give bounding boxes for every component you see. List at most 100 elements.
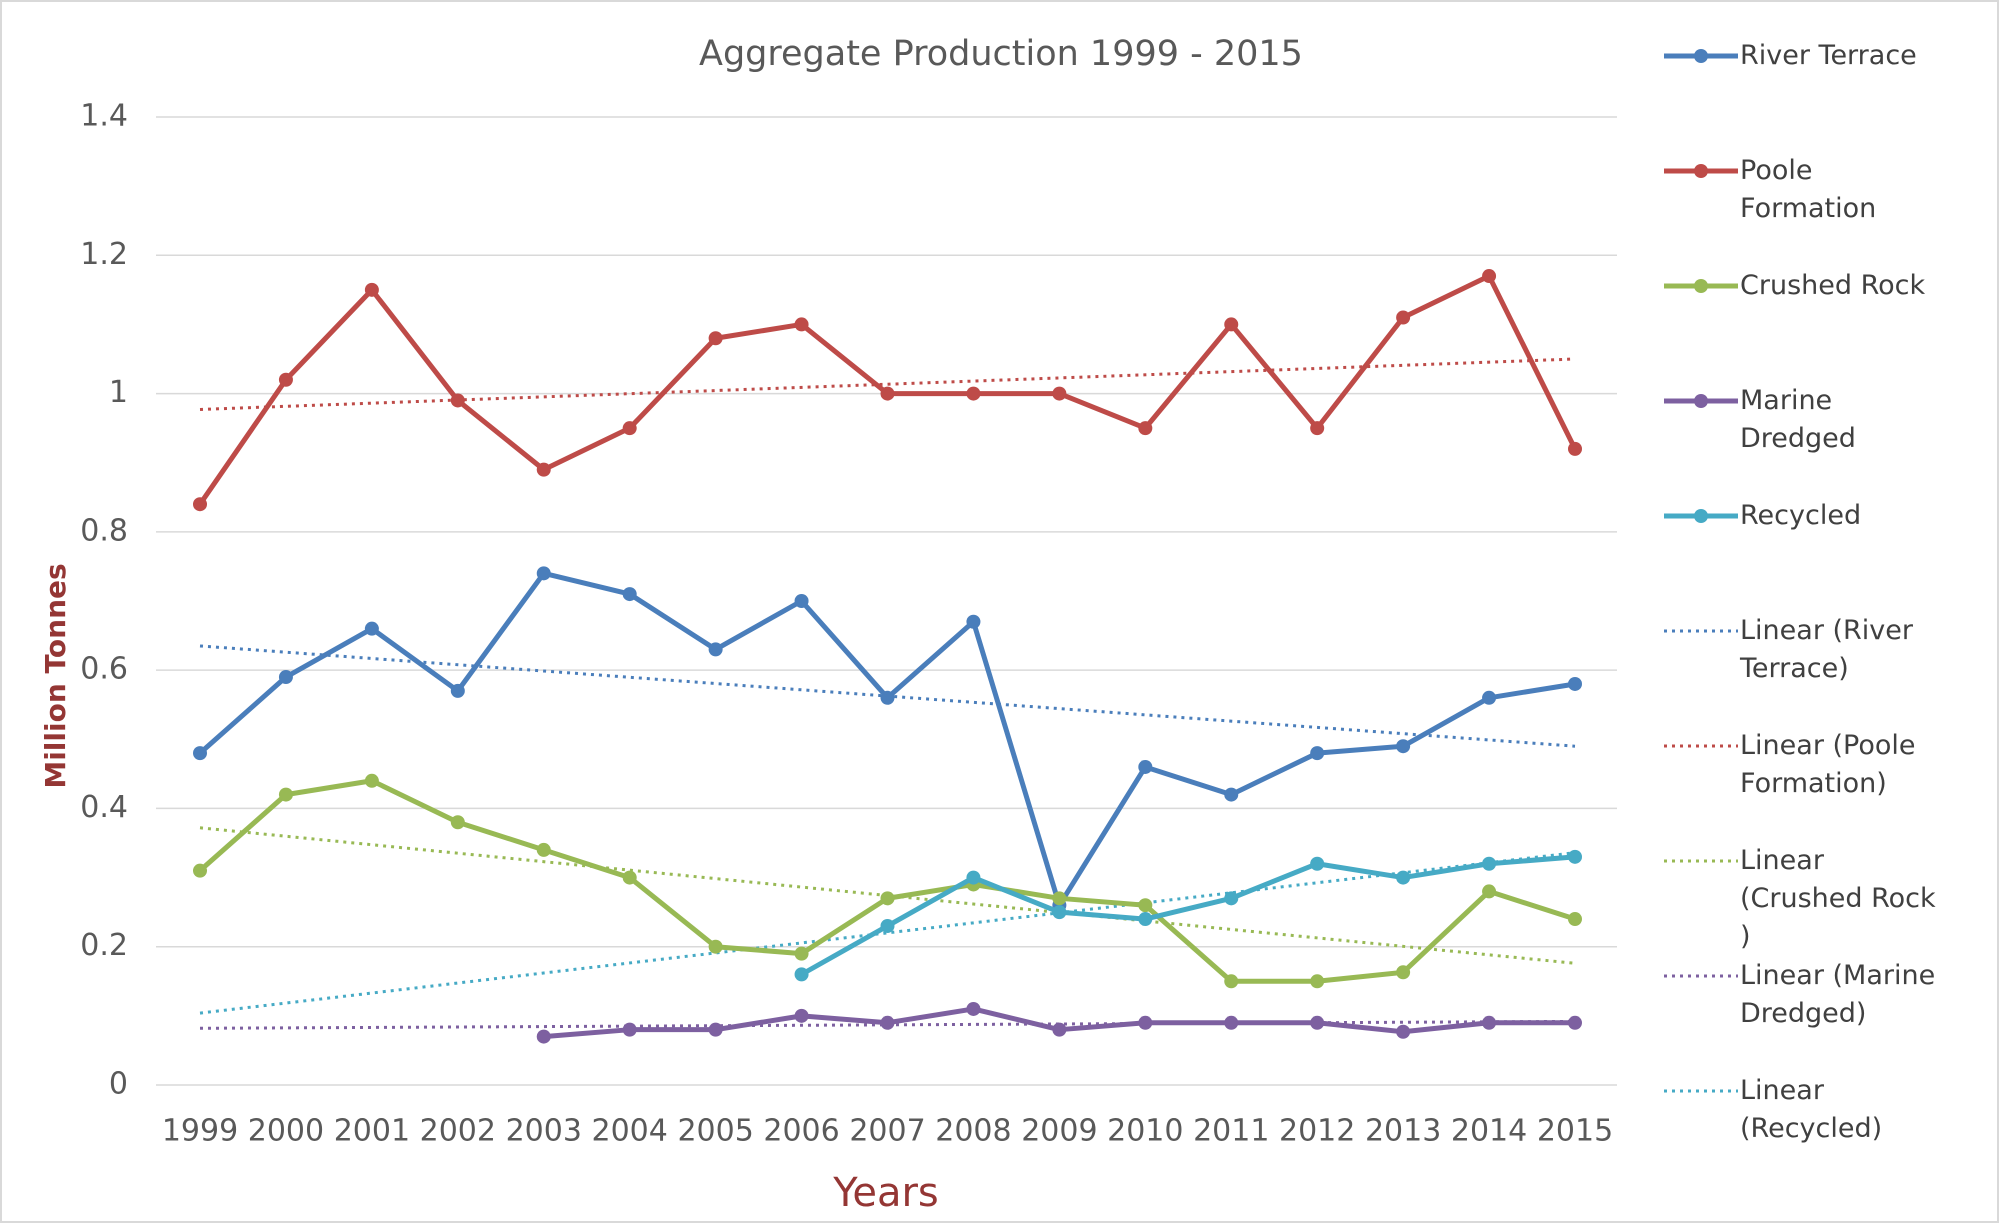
data-point xyxy=(536,462,551,477)
chart-title: Aggregate Production 1999 - 2015 xyxy=(699,34,1303,74)
data-point xyxy=(1138,759,1153,774)
data-point xyxy=(622,587,637,602)
data-point xyxy=(450,683,465,698)
data-point xyxy=(794,1008,809,1023)
data-point xyxy=(880,386,895,401)
legend-label: Crushed Rock xyxy=(1740,270,1926,301)
y-tick-label: 0.4 xyxy=(80,790,128,825)
x-tick-label: 2012 xyxy=(1279,1114,1355,1149)
x-tick-label: 2002 xyxy=(420,1114,496,1149)
legend-label: Marine Dredged xyxy=(1740,385,1856,454)
trendline xyxy=(199,357,1576,411)
data-point xyxy=(1568,912,1582,927)
data-point xyxy=(1568,676,1582,691)
data-point xyxy=(1052,891,1067,906)
data-point xyxy=(1310,974,1325,989)
data-point xyxy=(966,386,981,401)
data-point xyxy=(1310,421,1325,436)
data-point xyxy=(708,939,723,954)
data-point xyxy=(794,594,809,608)
data-point xyxy=(622,1022,637,1037)
data-point xyxy=(193,497,207,512)
data-point xyxy=(708,1022,723,1037)
x-tick-label: 2008 xyxy=(935,1114,1011,1149)
data-point xyxy=(536,566,551,581)
data-point xyxy=(1396,1024,1411,1039)
legend-marker xyxy=(1694,164,1708,178)
legend-marker xyxy=(1694,394,1708,408)
x-tick-label: 1999 xyxy=(162,1114,238,1149)
x-tick-label: 2005 xyxy=(677,1114,753,1149)
legend-marker xyxy=(1694,509,1708,523)
x-tick-label: 2010 xyxy=(1107,1114,1183,1149)
legend-label: Linear (Marine Dredged) xyxy=(1740,960,1936,1029)
legend-marker xyxy=(1694,49,1708,63)
data-point xyxy=(364,282,379,297)
data-point xyxy=(966,614,981,629)
data-point xyxy=(450,815,465,830)
data-point xyxy=(1396,739,1411,754)
x-tick-label: 2003 xyxy=(506,1114,582,1149)
data-point xyxy=(880,1015,895,1030)
y-tick-label: 0.6 xyxy=(80,652,128,687)
data-point xyxy=(1310,856,1325,871)
data-point xyxy=(1482,1015,1497,1030)
data-point xyxy=(1052,1022,1067,1037)
data-point xyxy=(1224,787,1239,802)
data-point xyxy=(1052,386,1067,401)
data-point xyxy=(278,670,293,685)
data-point xyxy=(1568,441,1582,456)
y-axis-label: Million Tonnes xyxy=(39,563,72,788)
legend-marker xyxy=(1694,279,1708,293)
data-point xyxy=(1138,1015,1153,1030)
data-point xyxy=(1224,891,1239,906)
data-point xyxy=(708,331,723,346)
legend-label: River Terrace xyxy=(1740,40,1917,71)
data-point xyxy=(193,863,207,878)
x-tick-label: 2015 xyxy=(1537,1114,1613,1149)
y-tick-label: 1 xyxy=(109,375,128,410)
data-point xyxy=(794,967,809,982)
legend-label: Linear (Crushed Rock ) xyxy=(1740,845,1936,952)
data-point xyxy=(966,870,981,885)
data-point xyxy=(1138,912,1153,927)
data-point xyxy=(364,621,379,636)
data-point xyxy=(622,870,637,885)
x-tick-label: 2007 xyxy=(849,1114,925,1149)
data-point xyxy=(622,421,637,436)
data-point xyxy=(880,690,895,705)
x-tick-label: 2006 xyxy=(763,1114,839,1149)
data-point xyxy=(1482,690,1497,705)
legend-label: Linear (Poole Formation) xyxy=(1740,730,1916,799)
data-point xyxy=(278,372,293,387)
data-point xyxy=(450,393,465,408)
data-point xyxy=(1224,1015,1239,1030)
data-point xyxy=(1396,965,1411,980)
data-point xyxy=(1396,310,1411,325)
data-point xyxy=(1482,884,1497,899)
y-tick-label: 1.2 xyxy=(80,237,128,272)
data-point xyxy=(1138,898,1153,913)
y-tick-label: 0.8 xyxy=(80,513,128,548)
data-point xyxy=(708,642,723,657)
data-point xyxy=(278,787,293,802)
data-point xyxy=(880,891,895,906)
data-point xyxy=(1568,849,1582,864)
data-point xyxy=(794,946,809,961)
legend-label: Recycled xyxy=(1740,500,1862,531)
data-point xyxy=(1310,1015,1325,1030)
x-tick-label: 2013 xyxy=(1365,1114,1441,1149)
data-point xyxy=(1482,269,1497,284)
x-tick-label: 2014 xyxy=(1451,1114,1527,1149)
legend-label: Linear (River Terrace) xyxy=(1740,615,1913,684)
x-tick-label: 2004 xyxy=(592,1114,668,1149)
legend-label: Poole Formation xyxy=(1740,155,1877,224)
data-point xyxy=(794,317,809,332)
x-tick-label: 2011 xyxy=(1193,1114,1269,1149)
data-point xyxy=(1138,421,1153,436)
trendline xyxy=(199,1019,1576,1030)
data-point xyxy=(1396,870,1411,885)
x-tick-label: 2009 xyxy=(1021,1114,1097,1149)
